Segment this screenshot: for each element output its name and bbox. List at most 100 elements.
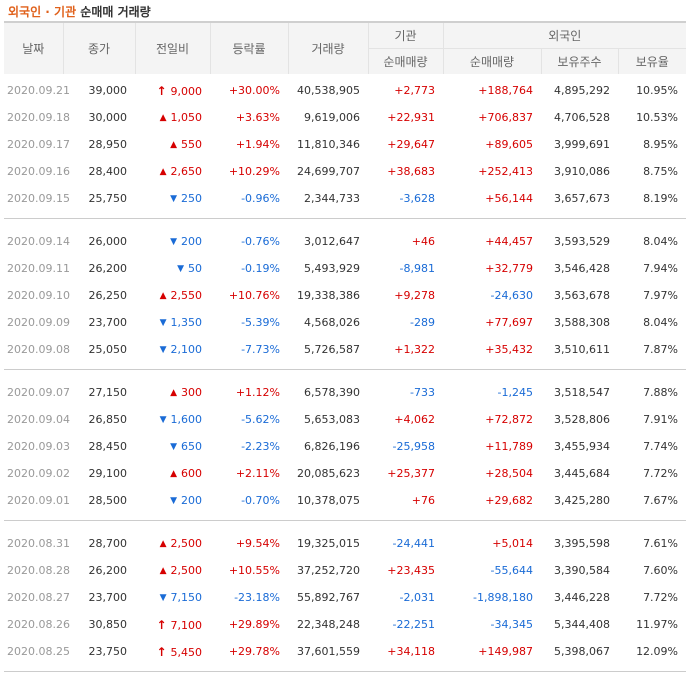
change-value: 300 (181, 386, 202, 399)
for-net-cell: +44,457 (485, 235, 533, 248)
for-hold-cell: 3,657,673 (554, 192, 610, 205)
header-for-ratio: 보유율 (617, 48, 687, 74)
change-value: 2,650 (170, 165, 203, 178)
for-net-cell: +149,987 (478, 645, 533, 658)
header-date: 날짜 (4, 22, 63, 74)
inst-net-cell: +34,118 (387, 645, 435, 658)
change-value: 650 (181, 440, 202, 453)
table-row: 2020.08.31 28,700 ▲ 2,500 +9.54% 19,325,015 -2… (4, 530, 686, 557)
change-cell: ▲ 2,500 (135, 557, 210, 584)
down-triangle-icon: ▼ (170, 442, 177, 452)
close-cell: 26,250 (88, 289, 128, 302)
date-cell: 2020.09.01 (7, 494, 70, 507)
for-hold-cell: 5,344,408 (554, 618, 610, 631)
table-row: 2020.09.04 26,850 ▼ 1,600 -5.62% 5,653,083 +4,… (4, 406, 686, 433)
inst-net-cell: +46 (411, 235, 435, 248)
change-value: 1,600 (170, 413, 203, 426)
change-cell: ▲ 600 (135, 460, 210, 487)
date-cell: 2020.09.02 (7, 467, 70, 480)
down-triangle-icon: ▼ (170, 496, 177, 506)
inst-net-cell: -3,628 (399, 192, 435, 205)
inst-net-cell: -289 (410, 316, 435, 329)
inst-net-cell: +2,773 (394, 84, 435, 97)
inst-net-cell: +29,647 (387, 138, 435, 151)
for-ratio-cell: 10.95% (636, 84, 679, 97)
inst-net-cell: +22,931 (387, 111, 435, 124)
for-ratio-cell: 7.74% (643, 440, 679, 453)
group-divider (4, 514, 687, 521)
for-net-cell: +72,872 (485, 413, 533, 426)
table-body: 2020.09.21 39,000 ↑ 9,000 +30.00% 40,538,905 +… (4, 74, 687, 672)
close-cell: 25,050 (88, 343, 128, 356)
change-cell: ▼ 1,600 (135, 406, 210, 433)
table-row: 2020.09.18 30,000 ▲ 1,050 +3.63% 9,619,006 +22… (4, 104, 686, 131)
for-ratio-cell: 7.88% (643, 386, 679, 399)
date-cell: 2020.08.28 (7, 564, 70, 577)
change-cell: ▼ 7,150 (135, 584, 210, 611)
inst-net-cell: -8,981 (399, 262, 435, 275)
up-triangle-icon: ▲ (170, 140, 177, 150)
rate-cell: +10.55% (228, 564, 280, 577)
up-triangle-icon: ▲ (170, 469, 177, 479)
close-cell: 23,750 (88, 645, 128, 658)
for-ratio-cell: 7.87% (643, 343, 679, 356)
for-ratio-cell: 7.91% (643, 413, 679, 426)
rate-cell: -0.96% (241, 192, 280, 205)
limit-up-arrow-icon: ↑ (156, 617, 167, 632)
close-cell: 23,700 (88, 316, 128, 329)
change-cell: ▲ 2,650 (135, 158, 210, 185)
for-ratio-cell: 7.67% (643, 494, 679, 507)
close-cell: 26,200 (88, 262, 128, 275)
rate-cell: +10.29% (228, 165, 280, 178)
volume-cell: 5,493,929 (304, 262, 360, 275)
for-ratio-cell: 8.95% (643, 138, 679, 151)
rate-cell: +1.94% (235, 138, 280, 151)
for-net-cell: +77,697 (485, 316, 533, 329)
date-cell: 2020.09.09 (7, 316, 70, 329)
limit-up-arrow-icon: ↑ (156, 644, 167, 659)
for-net-cell: -1,245 (497, 386, 533, 399)
volume-cell: 40,538,905 (297, 84, 360, 97)
inst-net-cell: +1,322 (394, 343, 435, 356)
for-hold-cell: 3,563,678 (554, 289, 610, 302)
date-cell: 2020.09.16 (7, 165, 70, 178)
inst-net-cell: -733 (410, 386, 435, 399)
for-hold-cell: 3,510,611 (554, 343, 610, 356)
rate-cell: +29.78% (228, 645, 280, 658)
header-rate: 등락률 (209, 22, 288, 74)
volume-cell: 2,344,733 (304, 192, 360, 205)
change-value: 200 (181, 235, 202, 248)
volume-cell: 37,601,559 (297, 645, 360, 658)
group-divider (4, 363, 687, 370)
change-value: 9,000 (170, 84, 203, 98)
date-cell: 2020.08.25 (7, 645, 70, 658)
inst-net-cell: +76 (411, 494, 435, 507)
up-triangle-icon: ▲ (159, 167, 167, 177)
for-net-cell: +35,432 (485, 343, 533, 356)
down-triangle-icon: ▼ (170, 194, 177, 204)
date-cell: 2020.09.17 (7, 138, 70, 151)
volume-cell: 3,012,647 (304, 235, 360, 248)
for-hold-cell: 5,398,067 (554, 645, 610, 658)
rate-cell: -23.18% (234, 591, 280, 604)
close-cell: 30,850 (88, 618, 128, 631)
down-triangle-icon: ▼ (170, 237, 177, 247)
volume-cell: 24,699,707 (297, 165, 360, 178)
change-value: 1,350 (170, 316, 203, 329)
for-net-cell: +28,504 (485, 467, 533, 480)
for-net-cell: -24,630 (490, 289, 533, 302)
date-cell: 2020.09.18 (7, 111, 70, 124)
for-hold-cell: 3,445,684 (554, 467, 610, 480)
for-ratio-cell: 8.04% (643, 316, 679, 329)
for-ratio-cell: 7.61% (643, 537, 679, 550)
for-hold-cell: 3,528,806 (554, 413, 610, 426)
change-value: 2,100 (170, 343, 203, 356)
date-cell: 2020.09.07 (7, 386, 70, 399)
inst-net-cell: +25,377 (387, 467, 435, 480)
for-ratio-cell: 8.04% (643, 235, 679, 248)
table-row: 2020.08.28 26,200 ▲ 2,500 +10.55% 37,252,720 +… (4, 557, 686, 584)
table-row: 2020.09.09 23,700 ▼ 1,350 -5.39% 4,568,026 -28… (4, 309, 686, 336)
volume-cell: 20,085,623 (297, 467, 360, 480)
date-cell: 2020.09.10 (7, 289, 70, 302)
header-institution: 기관 (367, 22, 443, 49)
